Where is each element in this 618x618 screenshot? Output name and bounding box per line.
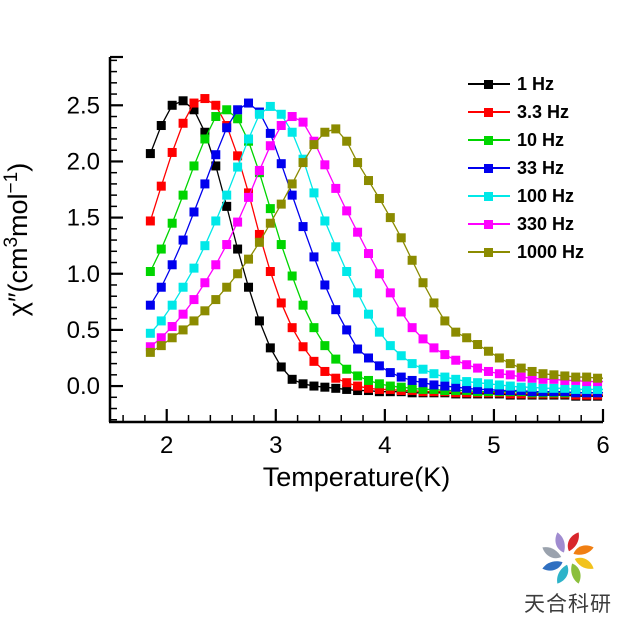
legend-item-100-Hz: 100 Hz (468, 182, 584, 210)
legend-label: 1000 Hz (517, 241, 585, 262)
legend-square-marker-icon (484, 191, 493, 201)
legend-square-marker-icon (484, 79, 493, 89)
x-tick-labels: 2 3 4 5 6 (160, 432, 610, 459)
legend-line (468, 191, 510, 201)
legend-item-3.3-Hz: 3.3 Hz (468, 98, 584, 126)
plot-series (145, 94, 603, 401)
legend-line (468, 107, 510, 117)
svg-text:2.0: 2.0 (67, 148, 100, 175)
legend-item-330-Hz: 330 Hz (468, 210, 584, 238)
svg-text:0.5: 0.5 (67, 317, 100, 344)
x-axis-title: Temperature(K) (263, 462, 451, 492)
svg-text:2: 2 (160, 432, 173, 459)
svg-text:5: 5 (487, 432, 500, 459)
pinwheel-logo-icon (542, 532, 594, 584)
legend-square-marker-icon (484, 135, 493, 145)
chart-legend: 1 Hz 3.3 Hz 10 Hz 33 Hz 100 Hz 330 Hz 1000 Hz (468, 70, 584, 266)
svg-text:6: 6 (596, 432, 609, 459)
legend-item-1000-Hz: 1000 Hz (468, 238, 584, 266)
y-axis-title: χ″(cm3mol−1) (1, 163, 33, 316)
legend-label: 1 Hz (517, 73, 555, 94)
legend-item-1-Hz: 1 Hz (468, 70, 584, 98)
legend-label: 330 Hz (517, 213, 575, 234)
legend-square-marker-icon (484, 219, 493, 229)
legend-label: 3.3 Hz (517, 101, 570, 122)
legend-square-marker-icon (484, 163, 493, 173)
watermark-text: 天合科研 (524, 592, 612, 616)
svg-text:2.5: 2.5 (67, 92, 100, 119)
legend-label: 100 Hz (517, 185, 575, 206)
legend-square-marker-icon (484, 247, 493, 257)
svg-text:4: 4 (378, 432, 391, 459)
legend-line (468, 163, 510, 173)
series-100-Hz (145, 101, 603, 394)
legend-item-33-Hz: 33 Hz (468, 154, 584, 182)
series-1000-Hz (145, 124, 603, 383)
legend-label: 10 Hz (517, 129, 565, 150)
legend-line (468, 79, 510, 89)
legend-item-10-Hz: 10 Hz (468, 126, 584, 154)
legend-line (468, 219, 510, 229)
legend-line (468, 247, 510, 257)
svg-text:0.0: 0.0 (67, 373, 100, 400)
svg-text:3: 3 (269, 432, 282, 459)
y-tick-labels: 0.0 0.5 1.0 1.5 2.0 2.5 (67, 92, 100, 400)
legend-line (468, 135, 510, 145)
watermark: 天合科研 (516, 529, 618, 618)
legend-label: 33 Hz (517, 157, 565, 178)
axes (108, 57, 603, 424)
legend-square-marker-icon (484, 107, 493, 117)
svg-text:1.0: 1.0 (67, 261, 100, 288)
svg-text:1.5: 1.5 (67, 205, 100, 232)
